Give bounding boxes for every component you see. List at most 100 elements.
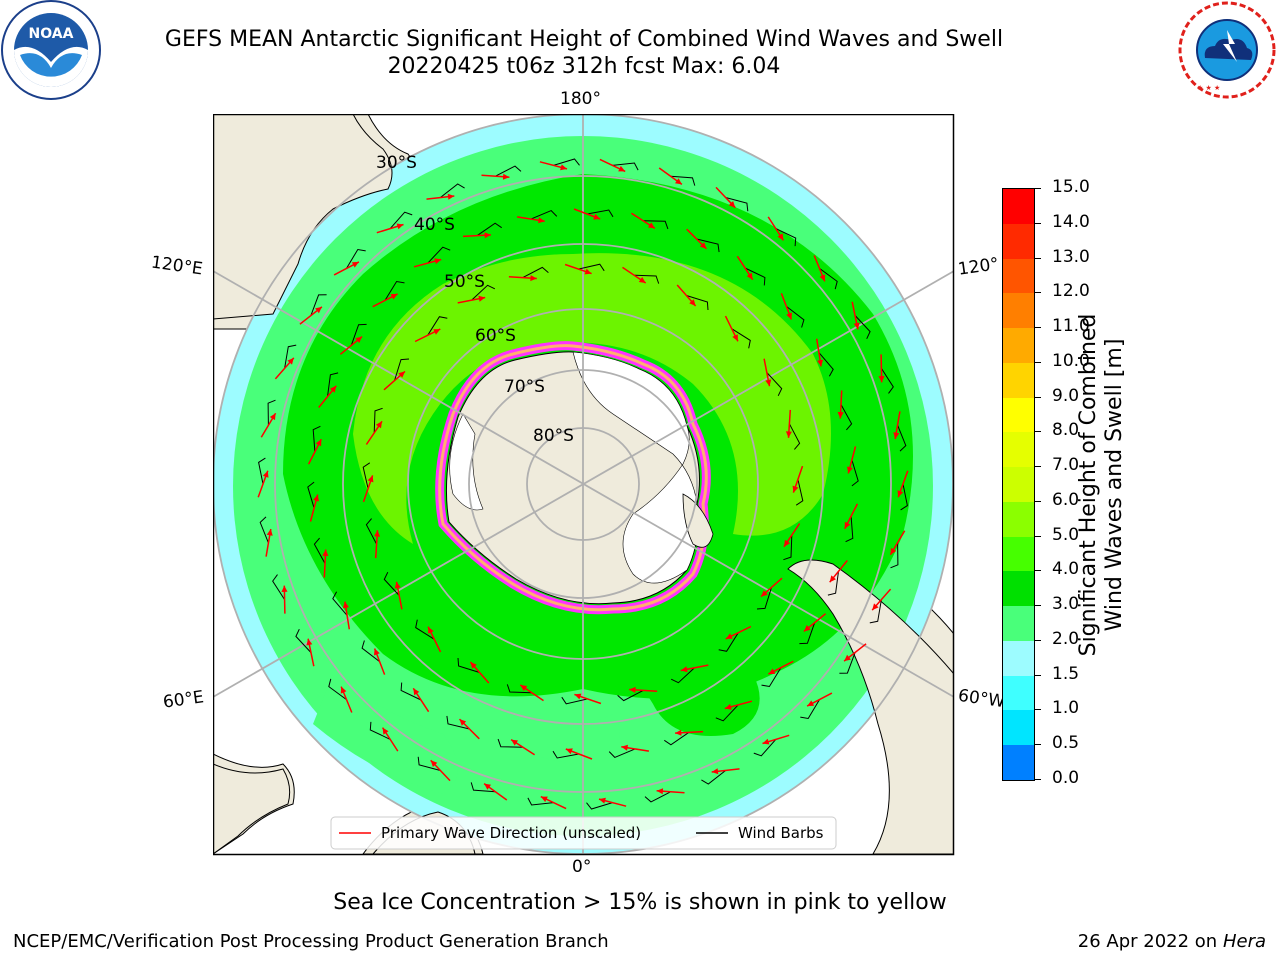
wave-arrow-head (593, 213, 601, 220)
wind-barb (744, 267, 766, 286)
wind-barb (715, 704, 739, 722)
wave-arrow-head (340, 686, 347, 694)
wave-arrow-head (784, 539, 791, 547)
wave-arrow-head (382, 727, 389, 735)
wave-arrow-head (502, 173, 510, 180)
wind-barb (670, 175, 696, 186)
colorbar-tick-label: 13.0 (1052, 246, 1090, 267)
wind-barb (608, 748, 636, 758)
barb-legend-label: Wind Barbs (738, 824, 824, 842)
wind-barb (643, 220, 669, 230)
lon-label-120e: 120°E (149, 252, 204, 280)
wave-arrow-head (768, 668, 776, 675)
wind-barb (415, 619, 435, 640)
wind-barb (819, 267, 838, 290)
colorbar-segment (1003, 536, 1034, 572)
lat-label-50s: 50°S (444, 272, 485, 292)
wind-barb (756, 587, 772, 610)
noaa-logo-text: NOAA (29, 26, 74, 42)
colorbar-tick-mark (1035, 674, 1041, 676)
wind-barb (587, 209, 614, 218)
wave-arrow-head (792, 485, 799, 493)
wave-vectors (257, 158, 909, 810)
wave-arrow-head (786, 312, 792, 320)
wave-arrow-head (262, 470, 269, 478)
wind-barb (731, 328, 751, 349)
wind-barb (800, 699, 820, 720)
wind-barb (328, 678, 347, 701)
colorbar-segment (1003, 293, 1034, 329)
wind-barb (295, 628, 312, 653)
wave-arrow-head (746, 272, 753, 280)
polar-map: Primary Wave Direction (unscaled) Wind B… (213, 114, 955, 856)
chart-title: GEFS MEAN Antarctic Significant Height o… (164, 27, 1004, 52)
wave-arrow-head (777, 233, 784, 241)
colorbar-tick-label: 15.0 (1052, 177, 1090, 197)
colorbar-segment (1003, 675, 1034, 711)
lat-label-30s: 30°S (376, 153, 417, 173)
footer-date: 26 Apr 2022 on Hera (1078, 931, 1266, 952)
wave-arrow-head (629, 686, 636, 693)
wave-arrow-head (584, 268, 592, 275)
wave-arrow-head (447, 193, 455, 200)
wave-arrow-head (374, 530, 381, 537)
wave-arrow-head (785, 431, 792, 438)
wave-arrow-head (872, 603, 879, 611)
wave-arrow-head (803, 625, 811, 632)
wave-arrow-head (656, 788, 664, 795)
colorbar-segment (1003, 710, 1034, 746)
wind-barb (259, 516, 269, 543)
wind-barb (497, 738, 523, 748)
wind-barb (365, 518, 378, 545)
wave-arrow-head (638, 276, 646, 283)
wind-barb (383, 571, 400, 596)
wind-barb (664, 731, 690, 746)
wind-barb (284, 344, 297, 369)
wind-barb (495, 165, 522, 177)
wind-barb (718, 632, 739, 652)
wind-barb (373, 407, 383, 433)
wind-barb (361, 640, 380, 662)
colorbar-segment (1003, 432, 1034, 468)
colorbar-tick-mark (1035, 639, 1041, 641)
wave-arrow-head (538, 217, 545, 224)
wave-arrow-head (599, 797, 606, 804)
colorbar-tick-mark (1035, 431, 1041, 433)
colorbar-segment (1003, 745, 1034, 781)
footer-machine: Hera (1222, 931, 1266, 952)
wave-arrow-head (724, 703, 732, 710)
colorbar-segment (1003, 258, 1034, 294)
wave-arrow-head (484, 783, 491, 790)
colorbar-tick-mark (1035, 466, 1041, 468)
wave-arrow-head (675, 729, 682, 736)
wave-arrow-head (897, 490, 904, 498)
footer-date-text: 26 Apr 2022 on (1077, 931, 1218, 952)
wind-barb (440, 183, 465, 198)
colorbar-segment (1003, 467, 1034, 503)
colorbar-segment (1003, 640, 1034, 677)
colorbar-tick-mark (1035, 188, 1041, 189)
wind-barb (854, 315, 871, 340)
lat-label-80s: 80°S (533, 426, 574, 446)
wind-barb (350, 323, 367, 346)
wind-barb (753, 739, 777, 757)
colorbar-tick-label: 9.0 (1052, 385, 1080, 406)
wave-arrow-head (428, 626, 434, 634)
wind-barb (890, 542, 899, 569)
wave-arrow-head (287, 357, 294, 365)
colorbar-tick-mark (1035, 292, 1041, 294)
wind-barb (799, 622, 816, 645)
wave-arrow-head (711, 768, 719, 775)
wind-barb (561, 696, 588, 705)
colorbar-tick-mark (1035, 744, 1041, 746)
colorbar-tick-label: 1.0 (1052, 698, 1080, 719)
lon-label-60e: 60°E (161, 687, 206, 713)
wave-arrow-head (621, 744, 628, 751)
wave-arrow-head (837, 412, 844, 419)
colorbar-tick-label: 14.0 (1052, 211, 1090, 232)
lat-label-40s: 40°S (414, 215, 455, 235)
wind-barb (851, 459, 859, 487)
lat-label-70s: 70°S (504, 377, 545, 397)
wind-barb (839, 652, 856, 674)
wave-arrow-head (618, 165, 626, 172)
